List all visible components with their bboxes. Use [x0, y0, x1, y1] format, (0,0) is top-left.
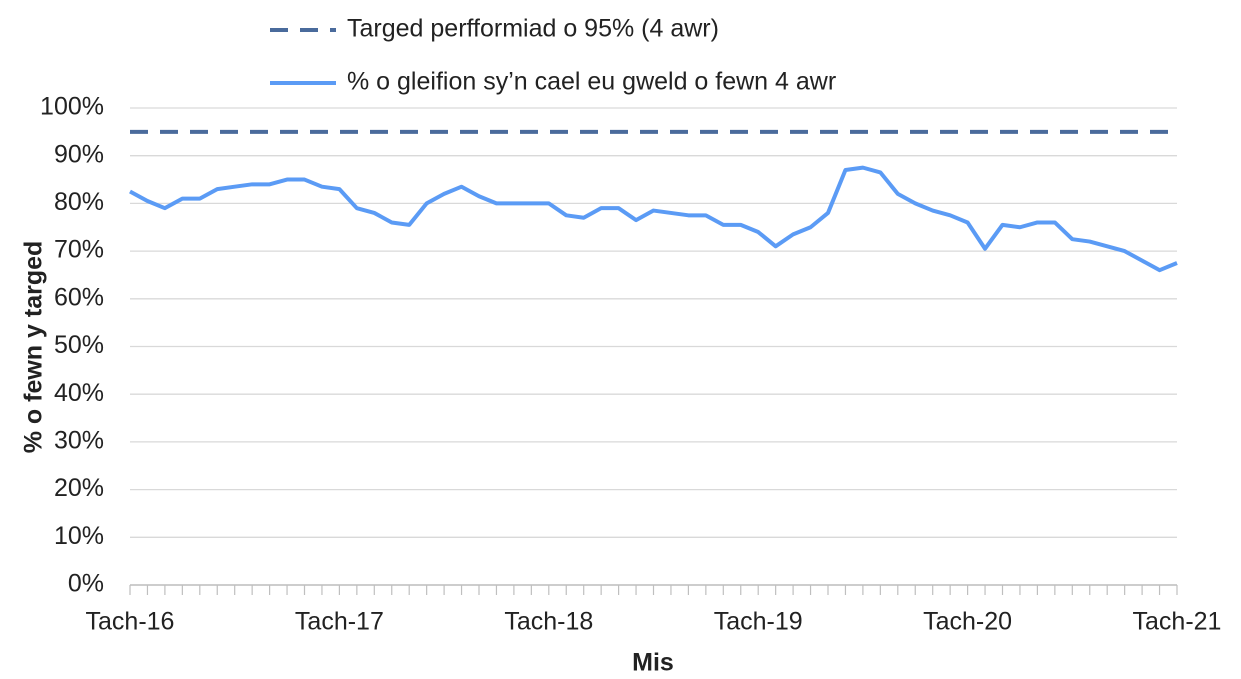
legend-label: Targed perfformiad o 95% (4 awr) — [347, 15, 719, 43]
y-tick-label: 10% — [54, 522, 104, 550]
x-tick-label: Tach-17 — [295, 608, 384, 636]
y-tick-label: 70% — [54, 236, 104, 264]
x-tick-label: Tach-21 — [1133, 608, 1222, 636]
y-tick-label: 90% — [54, 140, 104, 168]
x-tick-label: Tach-16 — [86, 608, 175, 636]
y-tick-label: 100% — [40, 93, 104, 121]
y-tick-label: 60% — [54, 283, 104, 311]
x-tick-label: Tach-19 — [714, 608, 803, 636]
series-line — [129, 165, 1178, 273]
legend-label: % o gleifion sy’n cael eu gweld o fewn 4… — [347, 68, 836, 96]
x-tick-label: Tach-20 — [923, 608, 1012, 636]
y-tick-label: 50% — [54, 331, 104, 359]
y-axis-label: % o fewn y targed — [20, 241, 48, 454]
y-tick-label: 30% — [54, 427, 104, 455]
x-tick-label: Tach-18 — [504, 608, 593, 636]
x-axis-label: Mis — [632, 649, 674, 677]
y-tick-label: 20% — [54, 474, 104, 502]
y-tick-label: 40% — [54, 379, 104, 407]
y-tick-label: 0% — [68, 570, 104, 598]
y-tick-label: 80% — [54, 188, 104, 216]
